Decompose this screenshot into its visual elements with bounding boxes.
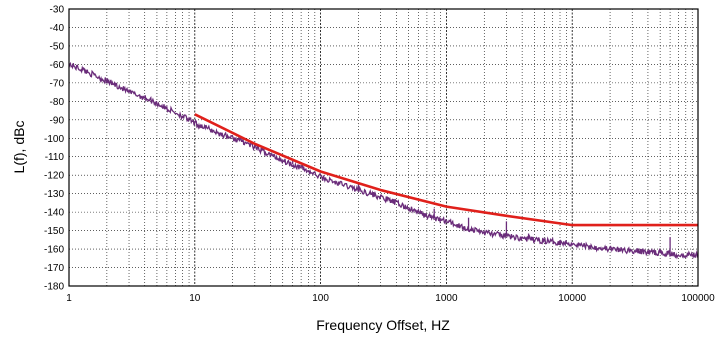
- spec-limit-line: [194, 113, 698, 227]
- grid-lines: [68, 8, 698, 287]
- x-tick-label: 10000: [558, 293, 586, 304]
- plot-background: [69, 9, 698, 286]
- x-tick-label: 10: [189, 293, 201, 304]
- y-tick-label: -160: [44, 245, 64, 256]
- x-tick-label: 100: [312, 293, 329, 304]
- y-tick-label: -70: [50, 78, 65, 89]
- y-tick-label: -90: [50, 115, 65, 126]
- y-tick-label: -80: [50, 97, 65, 108]
- x-tick-labels: 1 10 100 1000 10000 100000: [66, 293, 715, 304]
- y-tick-label: -140: [44, 208, 64, 219]
- series-group: [68, 61, 699, 260]
- y-tick-labels: -30 -40 -50 -60 -70 -80 -90 -100 -110 -120 -130 -14…: [44, 5, 64, 293]
- x-tick-label: 1000: [435, 293, 458, 304]
- y-tick-label: -30: [50, 5, 65, 16]
- measured-phase-noise-line: [68, 61, 699, 260]
- x-axis-title: Frequency Offset, HZ: [316, 317, 450, 333]
- y-tick-label: -50: [50, 41, 65, 52]
- y-tick-label: -130: [44, 189, 64, 200]
- y-tick-label: -170: [44, 263, 64, 274]
- y-tick-label: -120: [44, 171, 64, 182]
- y-tick-label: -60: [50, 60, 65, 71]
- y-axis-title: L(f), dBc: [11, 121, 27, 174]
- y-tick-label: -40: [50, 23, 65, 34]
- x-tick-label: 1: [66, 293, 72, 304]
- y-tick-label: -100: [44, 134, 64, 145]
- y-tick-label: -180: [44, 282, 64, 293]
- plot-frame: [68, 8, 699, 287]
- y-tick-label: -110: [45, 152, 65, 163]
- y-tick-label: -150: [44, 226, 64, 237]
- x-tick-label: 100000: [681, 293, 715, 304]
